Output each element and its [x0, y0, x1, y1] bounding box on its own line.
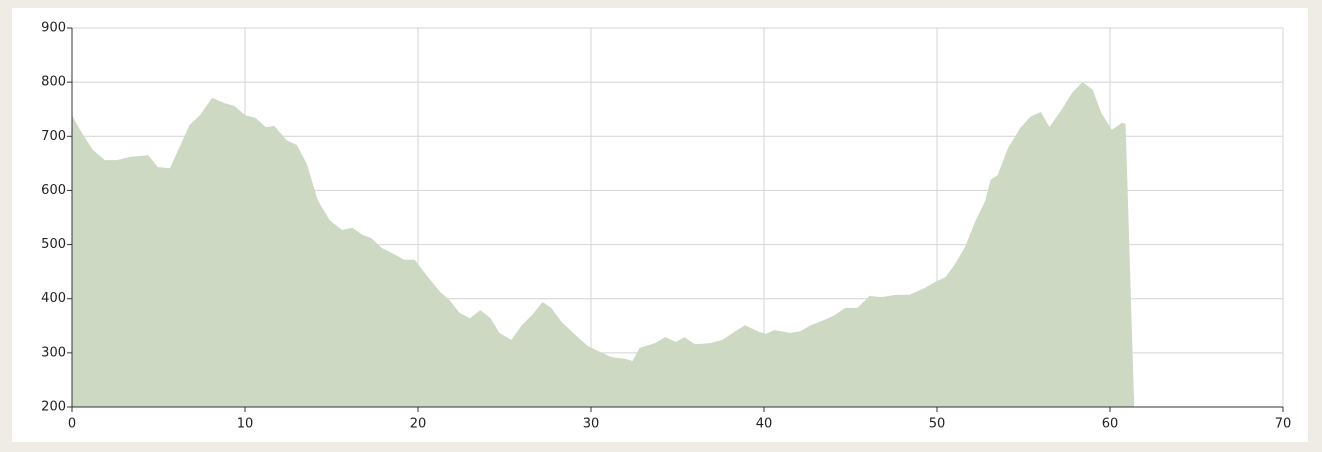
x-tick-label: 0	[68, 417, 76, 432]
x-tick-label: 60	[1102, 417, 1119, 432]
y-tick-label: 900	[41, 21, 66, 36]
x-tick-label: 20	[410, 417, 427, 432]
x-tick-label: 70	[1275, 417, 1292, 432]
y-tick-label: 600	[41, 183, 66, 198]
y-tick-label: 800	[41, 75, 66, 90]
y-tick-label: 500	[41, 237, 66, 252]
y-tick-label: 700	[41, 129, 66, 144]
y-tick-label: 200	[41, 400, 66, 415]
x-tick-label: 40	[756, 417, 773, 432]
y-tick-label: 300	[41, 345, 66, 360]
x-tick-label: 50	[929, 417, 946, 432]
x-tick-label: 30	[583, 417, 600, 432]
area	[72, 82, 1135, 408]
y-tick-label: 400	[41, 291, 66, 306]
x-tick-label: 10	[237, 417, 254, 432]
